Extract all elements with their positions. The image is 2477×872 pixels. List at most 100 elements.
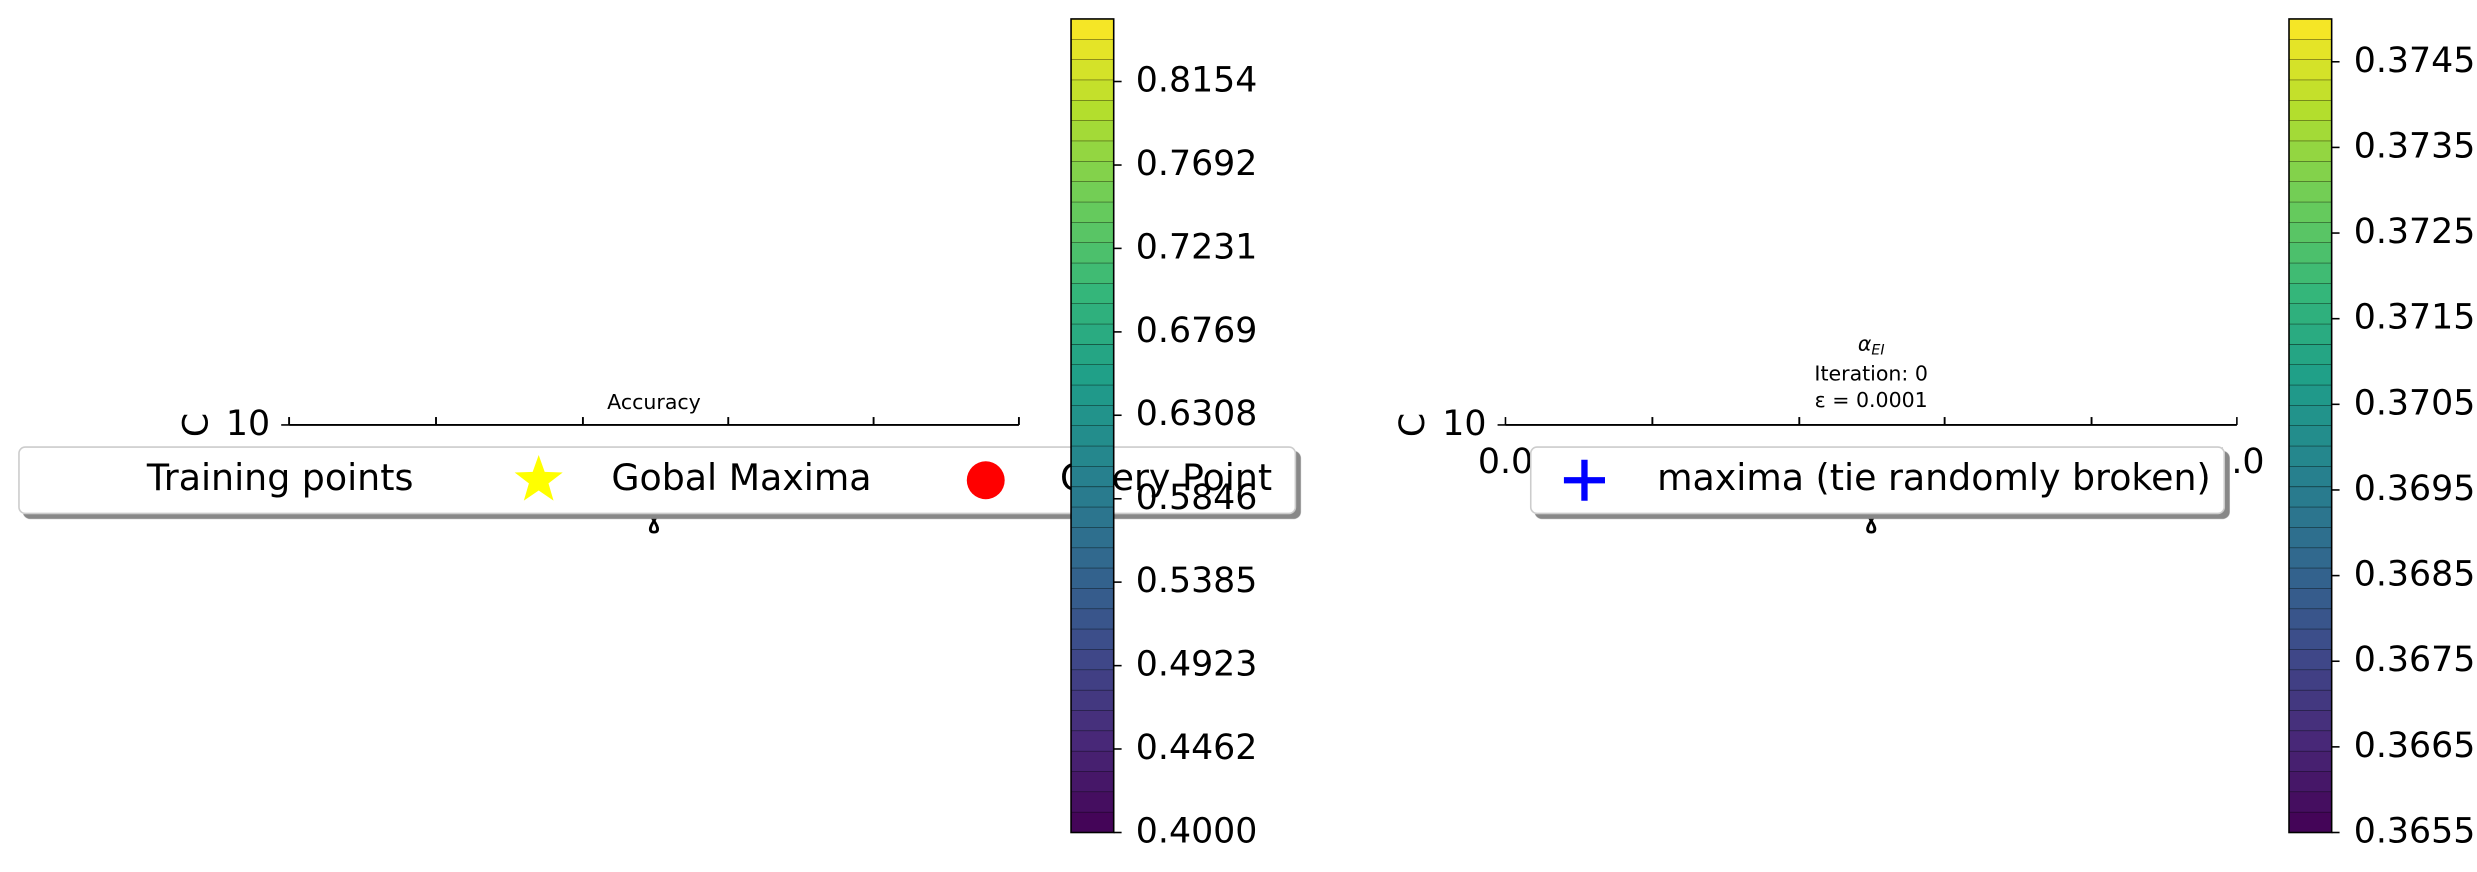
chart-title: Accuracy [607,390,701,414]
colorbar-band [2289,324,2332,345]
colorbar-tick-label: 0.7692 [1136,144,1258,184]
colorbar-band [1071,466,1114,488]
colorbar-band [2289,222,2332,244]
legend: maxima (tie randomly broken) [1529,446,2226,515]
colorbar-band [1071,79,1114,101]
colorbar-band [2289,425,2332,447]
chart-title: αEI [1858,331,1885,358]
colorbar-band [1071,751,1114,772]
colorbar-band [2289,446,2332,467]
colorbar-tick-label: 0.3705 [2354,383,2476,423]
x-tick-label: 0.0 [1478,442,1533,482]
colorbar-band [1071,59,1114,81]
colorbar-tick-label: 0.7231 [1136,227,1258,267]
colorbar-band [2289,466,2332,488]
colorbar-band [2289,608,2332,630]
legend-label: Gobal Maxima [611,456,871,499]
legend-box [18,446,1297,515]
y-tick-label: 10 [226,404,270,444]
colorbar-band [2289,507,2332,528]
colorbar-band [1071,730,1114,752]
colorbar-band [2289,690,2332,711]
colorbar-band [2289,486,2332,508]
colorbar-band [2289,242,2332,264]
colorbar-tick-label: 0.3745 [2354,41,2476,81]
colorbar-tick-label: 0.3675 [2354,640,2476,680]
legend-marker [1563,459,1605,501]
colorbar-tick-label: 0.3725 [2354,212,2476,252]
colorbar-tick-label: 0.3685 [2354,555,2476,595]
y-axis-label: C [1393,413,1433,437]
colorbar-band [1071,39,1114,61]
colorbar-band [1071,486,1114,508]
legend-label: Training points [146,456,413,499]
colorbar-band [1071,690,1114,711]
colorbar-band [1071,771,1114,793]
colorbar-tick-label: 0.8154 [1136,61,1258,101]
colorbar-tick-label: 0.3735 [2354,126,2476,166]
y-tick-label: 10 [1442,404,1486,444]
colorbar-band [1071,446,1114,467]
colorbar-band [1071,568,1114,589]
colorbar-band [1071,629,1114,650]
colorbar-band [2289,385,2332,406]
colorbar-band [1071,140,1114,162]
colorbar-band [2289,364,2332,386]
colorbar-band [1071,283,1114,305]
colorbar-band [1071,649,1114,671]
colorbar-band [1071,791,1114,813]
colorbar-frame [1070,18,1115,834]
colorbar-tick-label: 0.3695 [2354,469,2476,509]
legend-marker [966,461,1005,500]
title-subscript: EI [1871,343,1884,359]
colorbar-band [2289,140,2332,162]
colorbar-band [1071,120,1114,142]
colorbar-tick-label: 0.6308 [1136,394,1258,434]
colorbar-frame [2288,18,2333,834]
colorbar-band [2289,39,2332,61]
colorbar-tick-label: 0.4923 [1136,645,1258,685]
colorbar-band [1071,324,1114,345]
colorbar-band [2289,568,2332,589]
colorbar-band [2289,547,2332,569]
colorbar-tick-label: 0.6769 [1136,311,1258,351]
colorbar-tick-label: 0.5385 [1136,561,1258,601]
colorbar-tick-label: 0.5846 [1136,478,1258,518]
colorbar-band [1071,547,1114,569]
colorbar-band [2289,120,2332,142]
colorbar-band [2289,751,2332,772]
colorbar-tick-label: 0.3665 [2354,726,2476,766]
colorbar-band [2289,791,2332,813]
chart-subtitle: Iteration: 0 [1814,361,1928,385]
colorbar-band [2289,181,2332,203]
title-text: Accuracy [607,390,701,414]
colorbar-band [2289,202,2332,223]
colorbar-band [2289,100,2332,122]
colorbar-band [1071,222,1114,244]
colorbar-band [1071,405,1114,427]
colorbar-band [2289,629,2332,650]
colorbar-band [2289,79,2332,101]
colorbar-band [1071,425,1114,447]
legend-label: maxima (tie randomly broken) [1657,456,2211,499]
colorbar-band [2289,344,2332,366]
colorbar-band [1071,161,1114,183]
colorbar-band [2289,283,2332,305]
colorbar-band [2289,710,2332,732]
colorbar-band [1071,385,1114,406]
colorbar-band [2289,588,2332,610]
colorbar-band [2289,669,2332,691]
colorbar-band [1071,263,1114,284]
colorbar-band [1071,303,1114,325]
colorbar-band [1071,507,1114,528]
title-text: α [1858,331,1872,355]
colorbar-band [2289,771,2332,793]
colorbar-band [2289,263,2332,284]
colorbar-tick-label: 0.4000 [1136,812,1258,852]
colorbar-band [2289,812,2332,833]
colorbar-band [1071,588,1114,610]
colorbar-band [1071,202,1114,223]
chart-annotation: ε = 0.0001 [1815,388,1928,412]
